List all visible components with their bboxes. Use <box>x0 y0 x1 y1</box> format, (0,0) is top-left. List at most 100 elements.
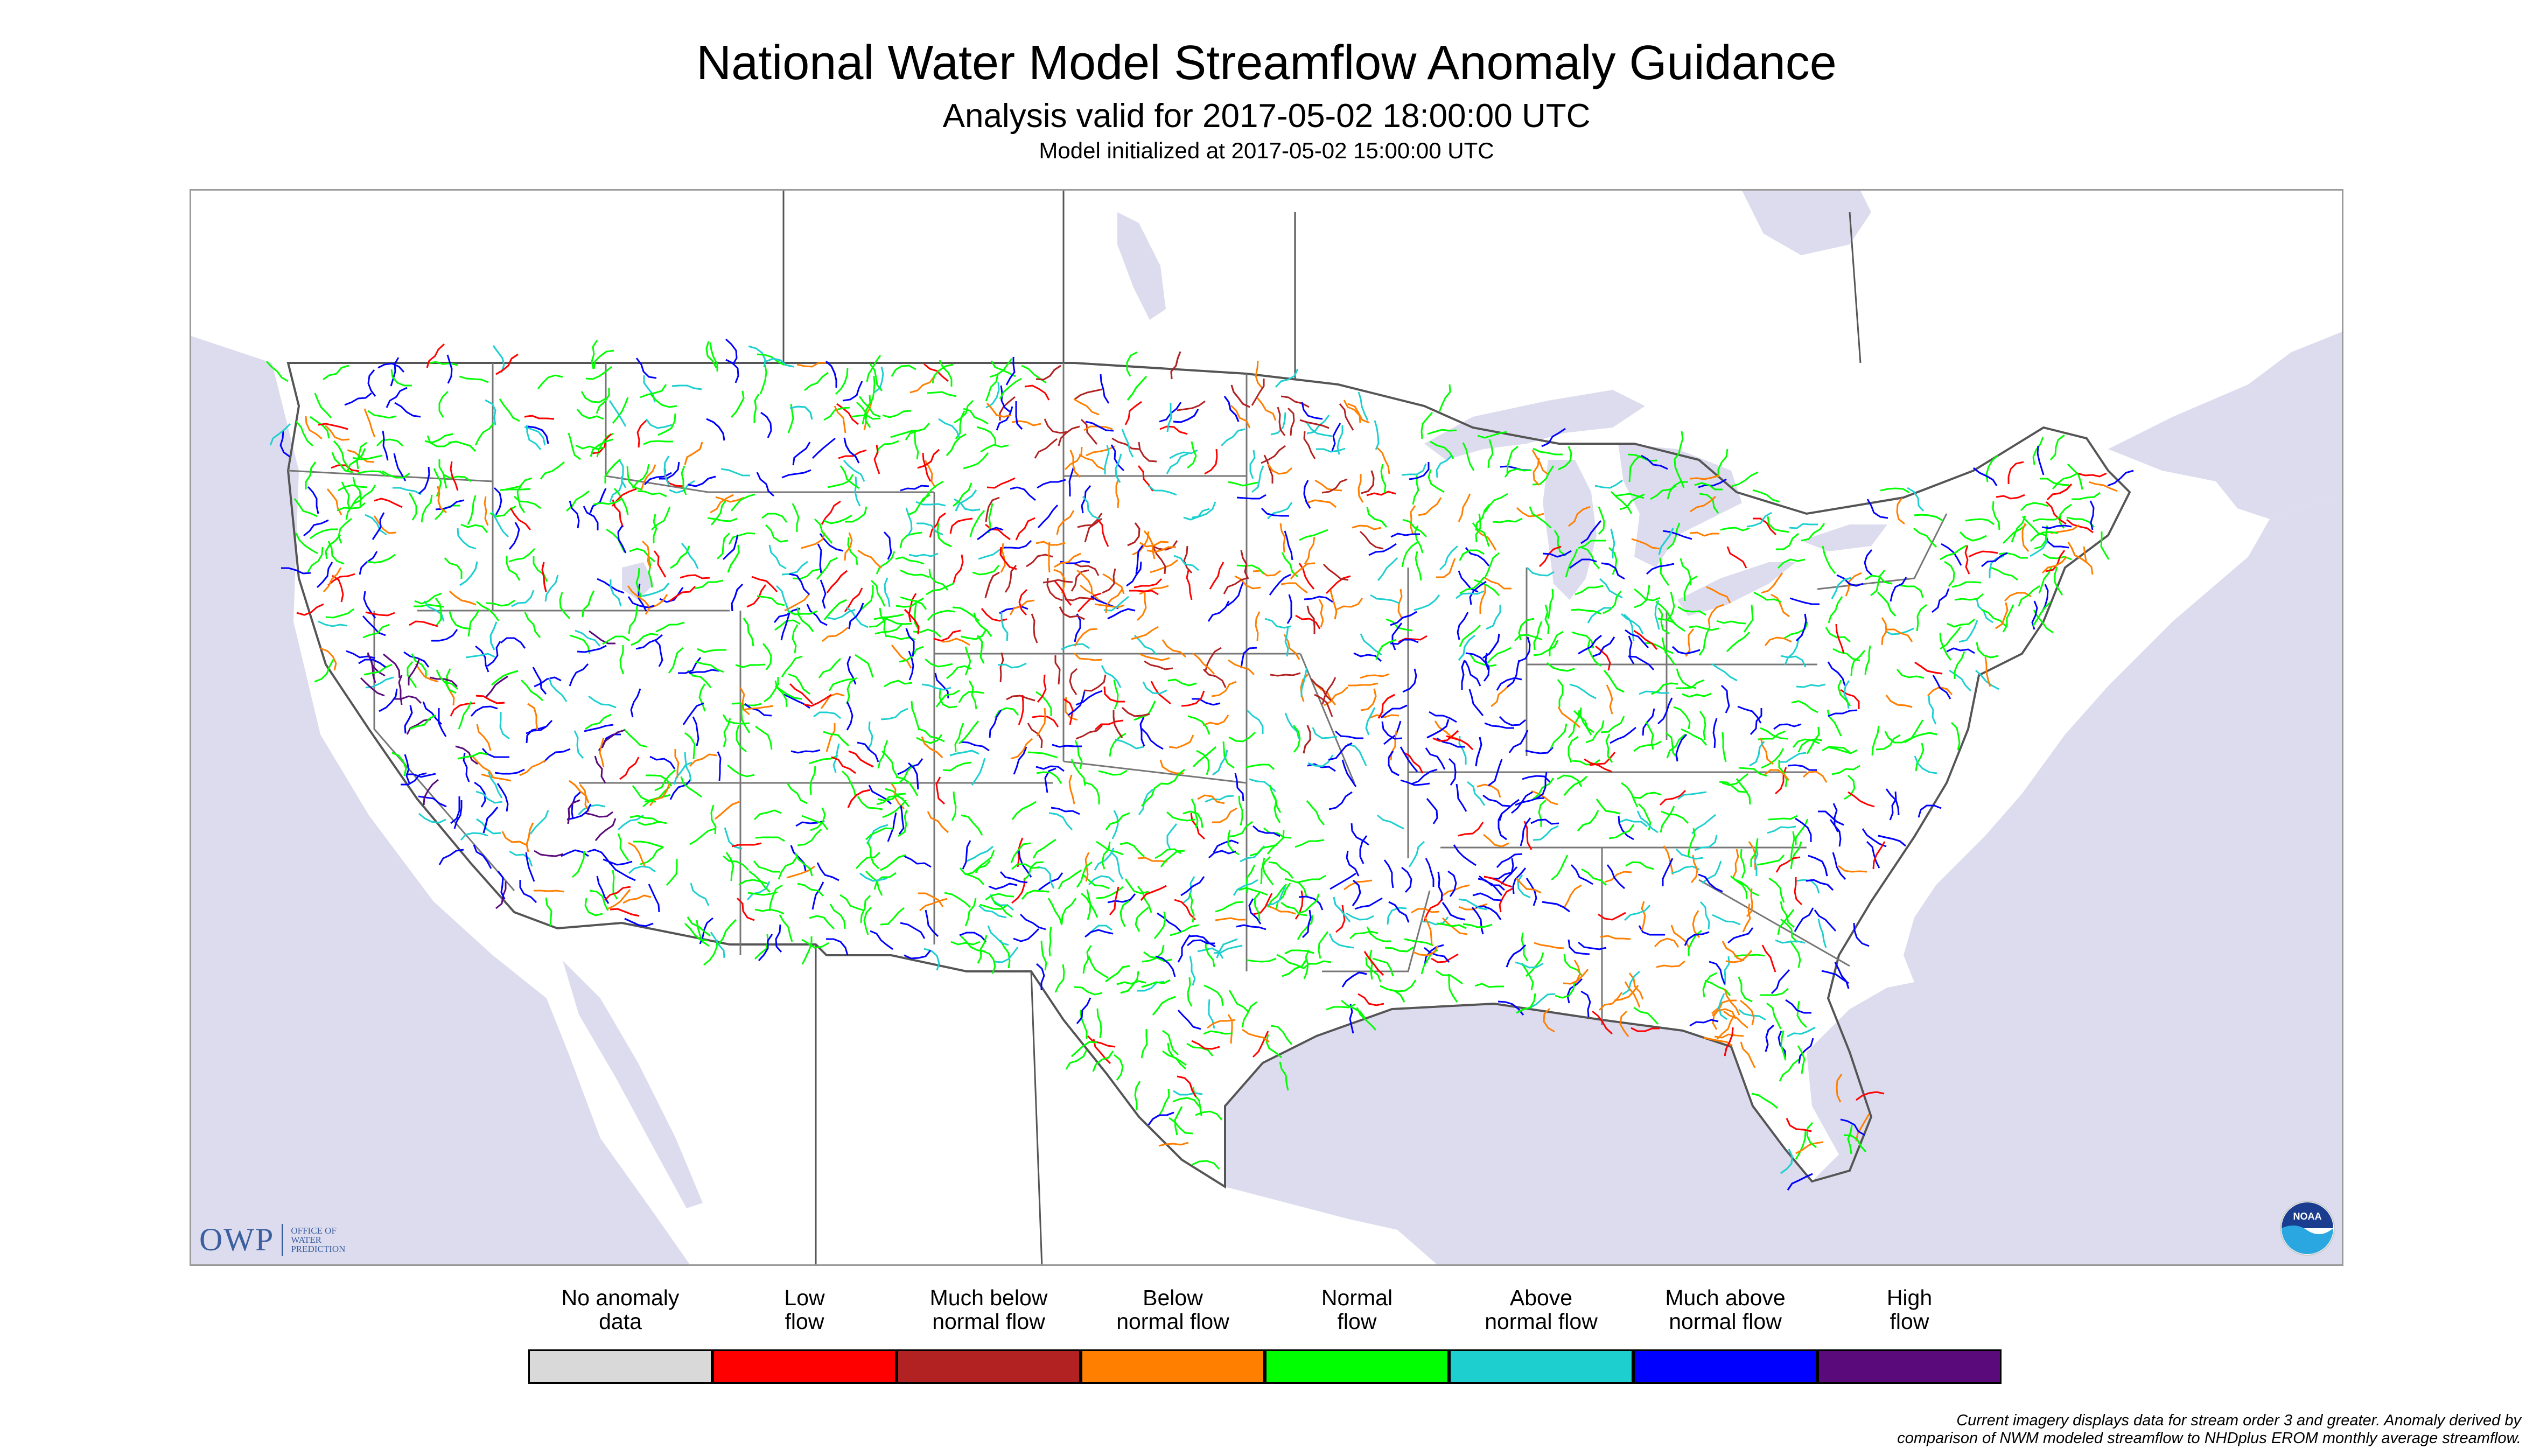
stream-segment <box>1277 407 1286 436</box>
stream-segment <box>857 549 883 569</box>
stream-segment <box>1681 728 1708 746</box>
stream-segment <box>534 850 564 857</box>
stream-segment <box>722 714 750 725</box>
stream-segment <box>823 407 850 421</box>
stream-segment <box>365 611 395 617</box>
stream-segment <box>526 424 542 450</box>
stream-segment <box>476 600 500 621</box>
stream-segment <box>1104 445 1110 474</box>
stream-segment <box>1152 996 1176 1016</box>
stream-segment <box>1487 439 1494 468</box>
stream-segment <box>1541 428 1566 447</box>
stream-segment <box>2007 461 2024 484</box>
stream-segment <box>1006 695 1035 702</box>
legend-swatch <box>1265 1349 1449 1384</box>
stream-segment <box>1036 708 1046 737</box>
legend-label: High flow <box>1886 1285 1933 1334</box>
stream-segment <box>789 573 810 596</box>
stream-segment <box>1096 1008 1102 1039</box>
stream-segment <box>1477 431 1507 439</box>
stream-segment <box>1401 463 1427 476</box>
stream-segment <box>944 892 971 908</box>
stream-segment <box>1402 751 1424 774</box>
stream-segment <box>1139 585 1169 595</box>
stream-segment <box>2066 519 2094 534</box>
stream-segment <box>917 449 940 469</box>
stream-segment <box>1887 628 1913 642</box>
stream-segment <box>1065 597 1095 601</box>
stream-segment <box>914 430 919 460</box>
stream-segment <box>951 791 957 821</box>
stream-segment <box>916 734 943 744</box>
stream-segment <box>1885 695 1913 708</box>
stream-segment <box>1430 440 1454 459</box>
stream-segment <box>1732 849 1739 879</box>
stream-segment <box>1881 617 1887 646</box>
stream-segment <box>1169 449 1198 459</box>
stream-segment <box>1850 650 1866 676</box>
stream-segment <box>2018 585 2040 607</box>
stream-segment <box>1677 606 1706 616</box>
stream-segment <box>1037 674 1047 703</box>
stream-segment <box>1120 971 1139 994</box>
stream-segment <box>1698 627 1711 656</box>
stream-segment <box>1775 939 1806 944</box>
stream-segment <box>730 390 745 418</box>
stream-segment <box>1671 865 1700 874</box>
stream-segment <box>640 846 664 865</box>
stream-segment <box>953 482 972 507</box>
stream-segment <box>1266 830 1285 855</box>
stream-segment <box>407 661 417 688</box>
stream-segment <box>921 683 951 691</box>
stream-segment <box>757 595 785 606</box>
stream-segment <box>1270 412 1286 436</box>
stream-segment <box>1689 474 1720 480</box>
stream-segment <box>680 776 702 798</box>
stream-segment <box>847 789 871 808</box>
stream-segment <box>789 405 813 420</box>
stream-segment <box>1227 581 1244 607</box>
stream-segment <box>1207 1019 1236 1029</box>
stream-segment <box>2030 534 2048 557</box>
stream-segment <box>976 635 985 664</box>
stream-segment <box>648 884 660 913</box>
stream-segment <box>582 590 595 618</box>
stream-segment <box>1631 538 1660 550</box>
stream-segment <box>1484 552 1500 579</box>
stream-segment <box>710 499 727 526</box>
stream-segment <box>383 653 401 678</box>
stream-segment <box>657 413 676 436</box>
stream-segment <box>859 872 888 882</box>
stream-segment <box>963 408 989 425</box>
stream-segment <box>999 377 1022 400</box>
stream-segment <box>1866 499 1888 519</box>
stream-segment <box>1518 618 1535 641</box>
stream-segment <box>891 645 912 669</box>
stream-segment <box>1252 825 1281 837</box>
stream-segment <box>1569 558 1597 569</box>
stream-segment <box>636 419 647 448</box>
legend-label: Much above normal flow <box>1665 1285 1786 1334</box>
stream-segment <box>1251 465 1264 493</box>
stream-segment <box>1475 737 1482 767</box>
stream-segment <box>1425 747 1446 770</box>
stream-segment <box>792 568 821 580</box>
stream-segment <box>1139 717 1145 747</box>
stream-segment <box>323 365 349 381</box>
stream-segment <box>706 418 725 441</box>
stream-segment <box>608 400 627 427</box>
stream-segment <box>1391 622 1403 650</box>
stream-segment <box>365 514 387 536</box>
stream-segments <box>265 338 2134 1191</box>
stream-segment <box>1794 907 1814 932</box>
stream-segment <box>1682 692 1712 698</box>
stream-segment <box>1074 388 1103 401</box>
stream-segment <box>792 503 800 532</box>
stream-segment <box>1304 596 1333 603</box>
stream-segment <box>594 818 617 841</box>
stream-segment <box>1464 660 1481 687</box>
legend-label: Low flow <box>784 1285 825 1334</box>
stream-segment <box>1268 861 1294 879</box>
stream-segment <box>279 430 290 458</box>
stream-segment <box>1768 877 1785 903</box>
